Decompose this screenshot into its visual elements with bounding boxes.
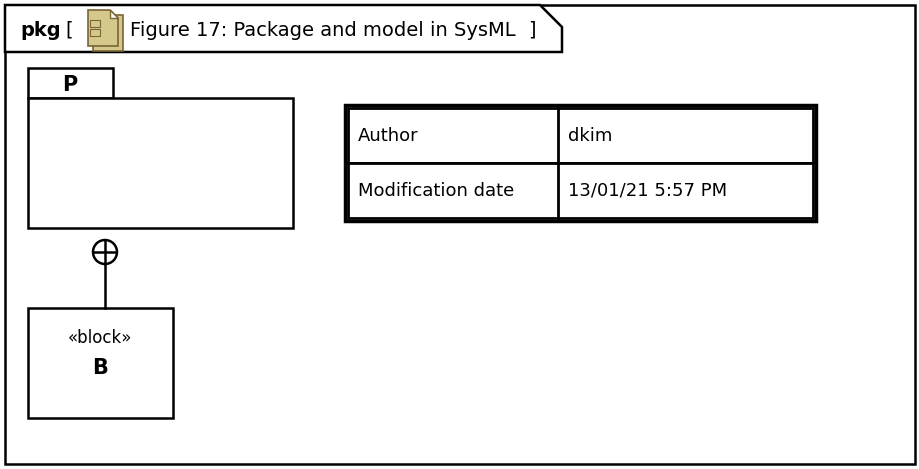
Text: 13/01/21 5:57 PM: 13/01/21 5:57 PM [567, 182, 726, 199]
Bar [28, 98, 292, 228]
Text: pkg: pkg [20, 21, 61, 39]
Bar [90, 29, 100, 36]
Bar [28, 68, 113, 98]
Text: ]: ] [528, 21, 535, 39]
Text: «block»: «block» [68, 329, 132, 347]
Bar [90, 20, 100, 27]
Polygon shape [110, 10, 118, 18]
Text: Author: Author [357, 127, 418, 144]
Bar [347, 108, 812, 163]
Circle shape [93, 240, 117, 264]
Bar [28, 308, 173, 418]
Text: [: [ [65, 21, 73, 39]
Text: Figure 17: Package and model in SysML: Figure 17: Package and model in SysML [130, 21, 515, 39]
Polygon shape [5, 5, 562, 52]
Polygon shape [88, 10, 118, 46]
Text: dkim: dkim [567, 127, 612, 144]
Bar [93, 15, 123, 51]
Text: P: P [62, 75, 77, 95]
Bar [345, 105, 815, 221]
Text: B: B [92, 358, 108, 378]
Text: Modification date: Modification date [357, 182, 514, 199]
Bar [347, 163, 812, 218]
